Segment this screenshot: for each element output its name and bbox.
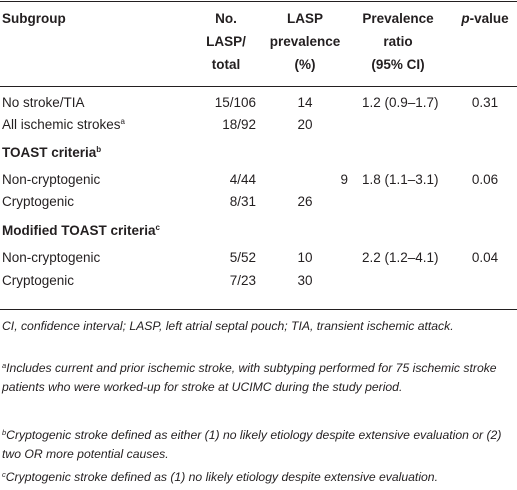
row-p-value: 0.31 <box>471 95 499 110</box>
header-prevalence-line2: prevalence <box>269 34 341 49</box>
header-no-lasp-line3: total <box>211 57 241 72</box>
header-rule <box>0 86 517 87</box>
footnote-mark: b <box>2 428 7 437</box>
row-label-text: All ischemic strokes <box>2 117 121 132</box>
footnote-mark: b <box>96 145 102 154</box>
header-p-letter: p <box>461 11 470 26</box>
row-no-lasp-total: 15/106 <box>214 95 256 110</box>
row-no-lasp-total: 18/92 <box>222 117 256 132</box>
footnote-b: bCryptogenic stroke defined as either (1… <box>2 426 515 464</box>
row-label: All ischemic strokesa <box>2 116 125 134</box>
footnote-abbreviations: CI, confidence interval; LASP, left atri… <box>2 319 454 333</box>
header-prevalence-line1: LASP <box>286 11 323 26</box>
section-title-text: TOAST criteria <box>2 145 97 160</box>
section-title: Modified TOAST criteriac <box>2 222 160 240</box>
row-prevalence-value: 9 <box>340 172 348 187</box>
row-prevalence: 10 <box>297 250 313 265</box>
row-prevalence: 20 <box>297 117 313 132</box>
footnote-mark: c <box>155 223 160 232</box>
row-no-lasp-total: 8/31 <box>229 194 256 209</box>
footnote-text: Cryptogenic stroke defined as (1) no lik… <box>5 470 438 484</box>
header-p-suffix: -value <box>469 11 509 26</box>
section-title: TOAST criteriab <box>2 144 101 162</box>
row-ratio: 1.2 (0.9–1.7) <box>362 95 439 110</box>
row-prevalence: 9 <box>262 171 348 189</box>
row-p-value: 0.06 <box>471 172 499 187</box>
row-label: Cryptogenic <box>2 194 75 209</box>
section-title-text: Modified TOAST criteria <box>2 223 156 238</box>
footnote-c: cCryptogenic stroke defined as (1) no li… <box>2 468 515 487</box>
row-label: No stroke/TIA <box>2 95 85 110</box>
header-no-lasp-line1: No. <box>215 11 237 26</box>
row-no-lasp-total: 7/23 <box>229 273 256 288</box>
row-label: Cryptogenic <box>2 273 75 288</box>
header-ratio-line1: Prevalence <box>362 11 434 26</box>
header-no-lasp-line2: LASP/ <box>206 34 246 49</box>
header-p-value: p-value <box>456 10 514 28</box>
header-ratio-line3: (95% CI) <box>371 57 425 72</box>
header-subgroup: Subgroup <box>2 11 66 26</box>
top-rule <box>0 1 517 2</box>
footnote-mark: a <box>120 117 125 126</box>
row-prevalence: 30 <box>297 273 313 288</box>
row-prevalence: 14 <box>297 95 313 110</box>
footnote-mark: c <box>2 470 6 479</box>
bottom-rule <box>0 309 517 310</box>
footnote-a: aIncludes current and prior ischemic str… <box>2 359 515 397</box>
header-ratio-line2: ratio <box>383 34 413 49</box>
row-label: Non-cryptogenic <box>2 172 101 187</box>
row-label: Non-cryptogenic <box>2 250 101 265</box>
footnote-text: Includes current and prior ischemic stro… <box>2 361 497 394</box>
footnote-mark: a <box>2 361 7 370</box>
row-p-value: 0.04 <box>471 250 499 265</box>
row-ratio: 2.2 (1.2–4.1) <box>362 250 439 265</box>
header-prevalence-line3: (%) <box>294 57 316 72</box>
row-no-lasp-total: 5/52 <box>229 250 256 265</box>
row-prevalence: 26 <box>297 194 313 209</box>
footnote-text: Cryptogenic stroke defined as either (1)… <box>2 428 502 461</box>
row-ratio: 1.8 (1.1–3.1) <box>362 172 439 187</box>
row-no-lasp-total: 4/44 <box>229 172 256 187</box>
